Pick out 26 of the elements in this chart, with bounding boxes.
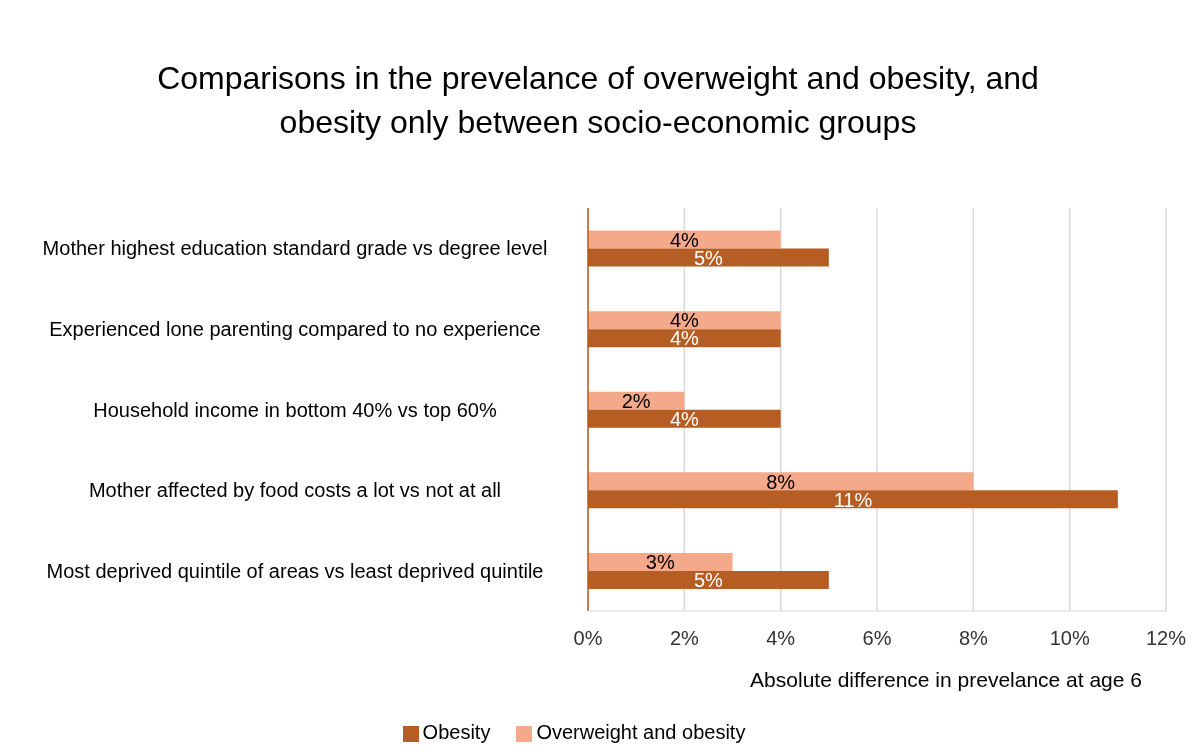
- bar: [588, 311, 781, 330]
- x-tick-label: 0%: [573, 627, 603, 650]
- x-tick-label: 6%: [862, 627, 892, 650]
- data-label: 4%: [669, 407, 699, 430]
- data-label: 5%: [693, 569, 724, 592]
- x-tick-label: 4%: [766, 627, 796, 650]
- data-label: 2%: [621, 389, 651, 412]
- y-tick-label: Mother highest education standard grade vs degree level: [42, 237, 548, 260]
- data-label: 3%: [645, 551, 675, 574]
- x-tick-label: 8%: [958, 627, 988, 650]
- x-tick-label: 2%: [669, 627, 699, 650]
- chart-title: Comparisons in the prevelance of overweight and obesity, and obesity only between socio-economic groups: [156, 59, 1040, 142]
- x-tick-label: 12%: [1145, 627, 1187, 650]
- data-label: 11%: [833, 488, 873, 511]
- y-tick-label: Most deprived quintile of areas vs least deprived quintile: [46, 559, 544, 582]
- legend-label: Obesity: [422, 721, 491, 743]
- bar: [588, 230, 781, 249]
- y-tick-label: Mother affected by food costs a lot vs not at all: [88, 479, 502, 502]
- data-label: 8%: [766, 470, 796, 493]
- legend-label: Overweight and obesity: [536, 721, 746, 743]
- x-tick-label: 10%: [1049, 627, 1090, 650]
- bar: [588, 472, 974, 491]
- bar: [588, 552, 733, 571]
- y-tick-label: Experienced lone parenting compared to no experience: [49, 318, 541, 340]
- x-axis-title: Absolute difference in prevelance at age 6: [750, 668, 1142, 691]
- y-tick-label: Household income in bottom 40% vs top 60%: [93, 398, 497, 421]
